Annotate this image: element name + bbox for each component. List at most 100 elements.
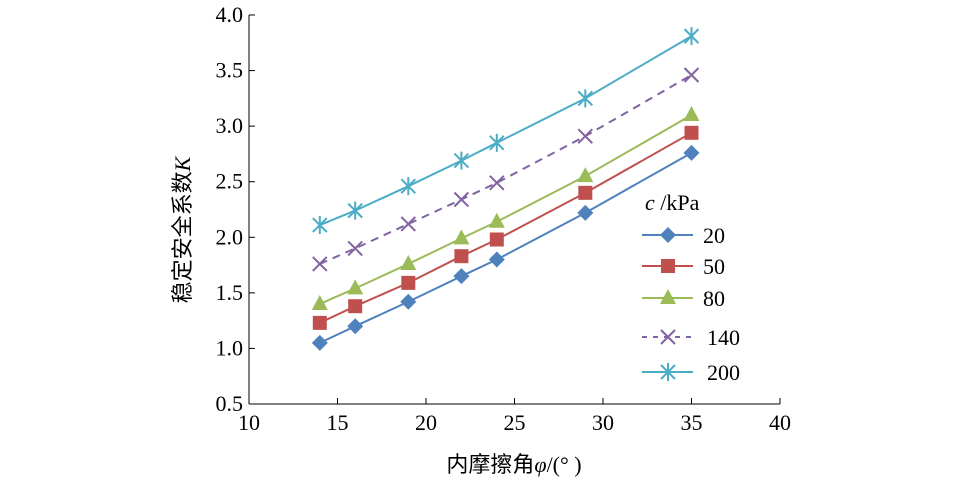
square-marker [312,315,327,330]
legend-marker [660,227,676,243]
data-point [347,240,363,257]
legend-label: 50 [703,254,725,279]
triangle-marker [311,294,328,310]
legend-item-50: 50 [642,254,725,279]
diamond-marker [577,204,594,221]
x-marker [489,175,505,191]
data-point [400,216,417,232]
square-marker [489,232,504,247]
data-point [488,251,505,268]
data-point [488,212,505,228]
legend-marker [660,363,676,381]
legend-item-200: 200 [642,360,740,385]
data-point [454,249,469,264]
x-marker [577,128,594,144]
triangle-marker [660,289,676,304]
y-tick-label: 3.0 [216,113,244,138]
square-marker [578,185,593,200]
series-line [319,35,693,226]
data-point [453,229,470,245]
x-marker [400,216,417,232]
diamond-marker [683,144,700,161]
y-tick-label: 1.5 [216,280,244,305]
y-tick-label: 3.5 [216,58,244,83]
x-axis-title-symbol: φ [534,452,546,477]
legend-label: 200 [707,360,740,385]
triangle-marker [488,212,505,228]
asterisk-marker [400,177,417,196]
data-point [683,27,700,46]
legend-marker [660,289,676,304]
data-point [401,275,416,290]
data-point [683,144,700,161]
series-80 [311,106,700,310]
diamond-marker [660,227,676,243]
x-marker [683,67,700,83]
series-50 [312,125,699,330]
diamond-marker [488,251,505,268]
data-point [347,279,364,295]
x-tick-label: 40 [769,410,791,435]
asterisk-marker [312,216,328,235]
triangle-marker [453,229,470,245]
data-point [683,67,700,83]
data-point [453,268,470,285]
legend: c /kPa 20 50 80 140 200 [642,190,740,385]
triangle-marker [683,106,700,122]
data-point [348,299,363,314]
asterisk-marker [683,27,700,46]
x-marker [660,329,676,345]
y-tick-label: 0.5 [216,391,244,416]
asterisk-marker [577,89,594,108]
asterisk-marker [660,363,676,381]
y-tick-label: 2.5 [216,169,244,194]
series-layer [311,27,700,351]
x-tick-label: 15 [327,410,349,435]
diamond-marker [347,318,364,335]
data-point [489,175,505,191]
data-point [400,254,417,270]
data-point [489,133,505,152]
y-tick-label: 4.0 [216,2,244,27]
legend-title-unit: /kPa [655,190,700,215]
data-point [684,125,699,140]
data-point [577,204,594,221]
diamond-marker [400,293,417,310]
square-marker [401,275,416,290]
y-axis-title-symbol: K [170,155,195,172]
data-point [311,294,328,310]
x-axis-title-unit: /(° ) [547,452,582,477]
data-point [453,151,470,170]
legend-title: c /kPa [645,190,700,215]
x-tick-label: 35 [681,410,703,435]
x-tick-label: 20 [415,410,437,435]
x-marker [312,256,328,272]
legend-label: 80 [703,286,725,311]
series-line [319,131,692,324]
axes: 10 15 20 25 30 35 40 0.5 1.0 1.5 2.0 2.5 3.0 3.5 4.0 [216,2,792,435]
data-point [347,201,363,220]
series-200 [312,27,700,235]
triangle-marker [347,279,364,295]
legend-label: 20 [703,223,725,248]
data-point [312,315,327,330]
y-tick-label: 1.0 [216,335,244,360]
legend-item-80: 80 [642,286,725,311]
data-point [347,318,364,335]
square-marker [454,249,469,264]
y-axis-title-main: 稳定安全系数 [171,171,196,303]
data-point [683,106,700,122]
square-marker [684,125,699,140]
legend-label: 140 [707,325,740,350]
asterisk-marker [347,201,363,220]
diamond-marker [311,334,328,351]
series-20 [311,144,700,351]
series-line [319,114,692,305]
data-point [489,232,504,247]
diamond-marker [453,268,470,285]
legend-marker [661,259,675,273]
legend-item-20: 20 [642,223,725,248]
legend-item-140: 140 [642,325,740,350]
x-tick-label: 25 [504,410,526,435]
